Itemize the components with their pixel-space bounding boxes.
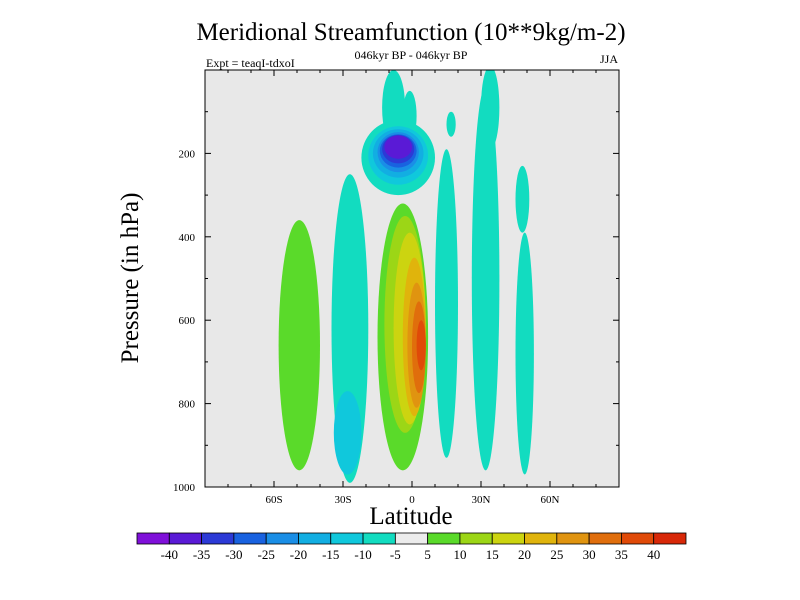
contour-northern-cyan-1 bbox=[435, 149, 458, 458]
colorbar-label: -30 bbox=[225, 547, 242, 562]
colorbar-swatch bbox=[265, 532, 299, 545]
colorbar-swatch bbox=[491, 532, 525, 545]
y-axis-ticks: 200 400 600 800 1000 bbox=[173, 111, 619, 494]
x-tick-label: 60S bbox=[265, 494, 282, 506]
colorbar-label: -35 bbox=[193, 547, 210, 562]
colorbar-label: -25 bbox=[258, 547, 275, 562]
chart-title: Meridional Streamfunction (10**9kg/m-2) bbox=[196, 19, 625, 46]
x-axis-ticks: 60S 30S 0 30N 60N bbox=[227, 70, 597, 506]
chart-subtitle-center: 046kyr BP - 046kyr BP bbox=[355, 48, 468, 62]
colorbar-swatch bbox=[524, 532, 558, 545]
contour-features bbox=[278, 70, 534, 483]
colorbar-swatch bbox=[201, 532, 235, 545]
contour-northern-cyan-1-upper bbox=[446, 111, 456, 137]
colorbar-swatch bbox=[394, 532, 429, 545]
colorbar-swatch bbox=[362, 532, 396, 545]
contour-northern-cyan-3 bbox=[515, 232, 534, 475]
colorbar-label: 30 bbox=[583, 547, 596, 562]
colorbar-swatch bbox=[168, 532, 202, 545]
colorbar-label: 15 bbox=[486, 547, 499, 562]
contour-northern-cyan-3-upper bbox=[515, 165, 530, 233]
x-tick-label: 0 bbox=[409, 494, 415, 506]
y-tick-label: 1000 bbox=[173, 482, 196, 494]
y-tick-label: 600 bbox=[179, 315, 196, 327]
colorbar-label: 40 bbox=[647, 547, 660, 562]
colorbar-swatch bbox=[588, 532, 622, 545]
x-tick-label: 30N bbox=[472, 494, 491, 506]
y-tick-label: 200 bbox=[179, 148, 196, 160]
colorbar-swatch bbox=[459, 532, 493, 545]
colorbar-label: -40 bbox=[161, 547, 178, 562]
colorbar-label: -10 bbox=[354, 547, 371, 562]
y-tick-label: 800 bbox=[179, 399, 196, 411]
chart-subtitle-left: Expt = teaqI-tdxoI bbox=[206, 56, 295, 70]
colorbar-label: 20 bbox=[518, 547, 531, 562]
contour-northern-cyan-2-upper bbox=[481, 70, 500, 150]
y-axis-label: Pressure (in hPa) bbox=[117, 193, 144, 364]
x-axis-label: Latitude bbox=[369, 503, 452, 530]
colorbar-label: -5 bbox=[390, 547, 401, 562]
colorbar-label: 10 bbox=[453, 547, 466, 562]
contour-upper-negative-cell-core bbox=[384, 135, 413, 159]
colorbar-swatch bbox=[136, 532, 170, 545]
colorbar-label: -20 bbox=[290, 547, 307, 562]
colorbar-swatch bbox=[330, 532, 364, 545]
x-tick-label: 30S bbox=[334, 494, 351, 506]
colorbar: -40 -35 -30 -25 -20 -15 -10 -5 5 10 15 20 25 30 35 40 bbox=[136, 532, 687, 562]
colorbar-swatch bbox=[298, 532, 332, 545]
chart-subtitle-right: JJA bbox=[600, 52, 618, 66]
contour-tropical-positive-cell-core bbox=[416, 320, 426, 371]
colorbar-swatch bbox=[233, 532, 267, 545]
colorbar-swatch bbox=[556, 532, 590, 545]
colorbar-swatch bbox=[427, 532, 461, 545]
colorbar-label: 25 bbox=[550, 547, 563, 562]
contour-northern-cyan-2 bbox=[471, 86, 500, 471]
contour-southern-green-cell bbox=[278, 220, 320, 471]
colorbar-swatch bbox=[653, 532, 687, 545]
colorbar-label: -15 bbox=[322, 547, 339, 562]
x-tick-label: 60N bbox=[541, 494, 560, 506]
colorbar-swatch bbox=[621, 532, 655, 545]
colorbar-label: 35 bbox=[615, 547, 628, 562]
contour-southern-cyan-cell-low bbox=[333, 391, 362, 475]
y-tick-label: 400 bbox=[179, 232, 196, 244]
colorbar-label: 5 bbox=[424, 547, 431, 562]
